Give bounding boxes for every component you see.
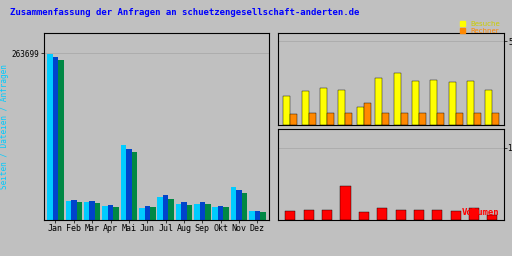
Bar — [132, 152, 137, 220]
Bar — [346, 113, 352, 125]
Bar — [242, 193, 247, 220]
Bar — [157, 197, 163, 220]
Bar — [432, 210, 442, 220]
Bar — [485, 90, 493, 125]
Bar — [205, 204, 210, 220]
Bar — [121, 145, 126, 220]
Bar — [394, 73, 400, 125]
Bar — [84, 202, 90, 220]
Bar — [231, 187, 237, 220]
Bar — [309, 113, 316, 125]
Bar — [168, 199, 174, 220]
Y-axis label: Seiten / Dateien / Anfragen: Seiten / Dateien / Anfragen — [0, 64, 9, 189]
Bar — [304, 210, 314, 220]
Bar — [95, 203, 100, 220]
Legend: Besuche, Rechner: Besuche, Rechner — [459, 20, 501, 34]
Bar — [90, 201, 95, 220]
Bar — [327, 113, 334, 125]
Bar — [163, 195, 168, 220]
Bar — [53, 57, 58, 220]
Bar — [338, 90, 346, 125]
Bar — [395, 210, 406, 220]
Bar — [237, 190, 242, 220]
Bar — [260, 212, 266, 220]
Bar — [419, 113, 426, 125]
Bar — [375, 78, 382, 125]
Bar — [108, 205, 113, 220]
Bar — [487, 215, 498, 220]
Bar — [357, 107, 364, 125]
Bar — [320, 88, 327, 125]
Bar — [139, 208, 144, 220]
Bar — [359, 212, 369, 220]
Bar — [249, 211, 254, 220]
Bar — [493, 113, 499, 125]
Bar — [290, 114, 297, 125]
Bar — [113, 208, 119, 220]
Bar — [66, 201, 71, 220]
Bar — [451, 211, 461, 220]
Bar — [449, 82, 456, 125]
Bar — [474, 113, 481, 125]
Bar — [340, 186, 351, 220]
Bar — [400, 113, 408, 125]
Bar — [126, 148, 132, 220]
Bar — [456, 113, 463, 125]
Bar — [212, 207, 218, 220]
Bar — [102, 206, 108, 220]
Bar — [150, 208, 156, 220]
Text: Zusammenfassung der Anfragen an schuetzengesellschaft-anderten.de: Zusammenfassung der Anfragen an schuetze… — [10, 8, 359, 17]
Bar — [200, 202, 205, 220]
Bar — [469, 208, 479, 220]
Bar — [71, 200, 77, 220]
Bar — [467, 81, 474, 125]
Bar — [224, 208, 229, 220]
Bar — [181, 202, 187, 220]
Bar — [58, 60, 63, 220]
Bar — [412, 81, 419, 125]
Bar — [430, 80, 437, 125]
Bar — [284, 96, 290, 125]
Bar — [322, 210, 332, 220]
Bar — [364, 103, 371, 125]
Bar — [437, 113, 444, 125]
Bar — [302, 91, 309, 125]
Bar — [176, 204, 181, 220]
Bar — [285, 211, 295, 220]
Bar — [47, 54, 53, 220]
Bar — [77, 202, 82, 220]
Bar — [414, 210, 424, 220]
Bar — [254, 211, 260, 220]
Bar — [144, 206, 150, 220]
Text: Volumen: Volumen — [462, 208, 500, 217]
Bar — [382, 113, 389, 125]
Bar — [218, 206, 224, 220]
Bar — [187, 205, 193, 220]
Bar — [377, 208, 387, 220]
Bar — [194, 204, 200, 220]
